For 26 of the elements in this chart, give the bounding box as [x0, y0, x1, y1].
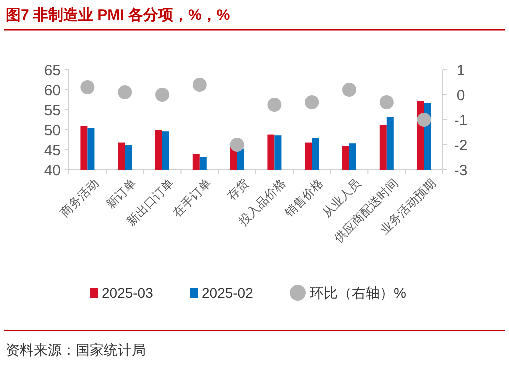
y-tick-label: 60: [44, 82, 61, 100]
y2-tick-label: -1: [454, 112, 468, 130]
legend-label: 2025-02: [202, 284, 254, 301]
point: [342, 83, 356, 97]
point: [417, 113, 432, 127]
y-tick-label: 50: [44, 122, 61, 140]
point: [80, 80, 95, 94]
y2-tick-label: 1: [456, 62, 466, 80]
point: [118, 86, 132, 100]
legend-label: 2025-03: [102, 284, 154, 301]
point: [156, 88, 170, 102]
y2-tick-label: -3: [454, 162, 468, 180]
point: [268, 98, 282, 112]
chart-title: 图7 非制造业 PMI 各分项，%，%: [6, 7, 230, 24]
text: 资料来源：国家统计局: [6, 342, 146, 358]
y-tick-label: 45: [44, 142, 61, 160]
y2-tick-label: 0: [456, 87, 466, 104]
y-tick-label: 55: [44, 102, 61, 120]
y-tick-label: 65: [44, 62, 61, 80]
x-tick-label: 存货: [224, 176, 252, 204]
point: [230, 138, 244, 152]
legend-label: 环比（右轴）%: [310, 284, 406, 301]
point: [305, 96, 320, 110]
point: [380, 96, 394, 110]
y2-tick-label: -2: [454, 137, 468, 154]
point: [192, 78, 207, 92]
